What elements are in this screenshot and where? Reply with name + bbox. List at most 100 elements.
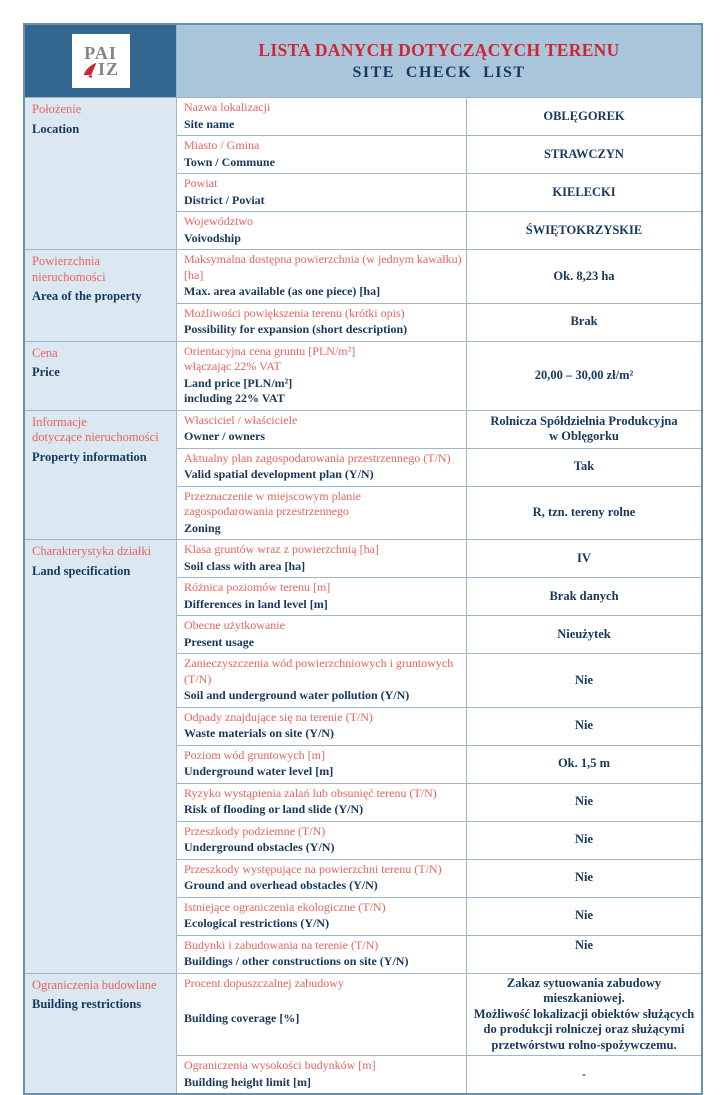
question-cell: Możliwości powiększenia terenu (krótki o…: [177, 303, 467, 341]
table-row: Możliwości powiększenia terenu (krótki o…: [177, 302, 701, 341]
question-pl: Aktualny plan zagospodarowania przestrze…: [184, 450, 451, 465]
question-en: Building height limit [m]: [184, 1074, 312, 1089]
question-pl: Istniejące ograniczenia ekologiczne (T/N…: [184, 899, 386, 914]
category-label-en: Land specification: [32, 563, 131, 578]
section-land-specification: Charakterystyka działki Land specificati…: [25, 539, 701, 973]
category-cell: Położenie Location: [25, 98, 177, 249]
category-cell: Ograniczenia budowlane Building restrict…: [25, 973, 177, 1093]
answer-value: Nie: [467, 859, 701, 897]
question-cell: Maksymalna dostępna powierzchnia (w jedn…: [177, 250, 467, 303]
answer-value: -: [467, 1056, 701, 1093]
table-row: Budynki i zabudowania na terenie (T/N) B…: [177, 934, 701, 973]
question-cell: Różnica poziomów terenu [m] Differences …: [177, 578, 467, 615]
table-row: Obecne użytkowanie Present usage Nieużyt…: [177, 615, 701, 653]
question-cell: Zanieczyszczenia wód powierzchniowych i …: [177, 654, 467, 707]
question-en: Town / Commune: [184, 154, 275, 169]
question-pl: Przeznaczenie w miejscowym planie zagosp…: [184, 488, 361, 519]
question-cell: Ryzyko wystąpienia zalań lub obsunięć te…: [177, 783, 467, 821]
question-pl: Procent dopuszczalnej zabudowy: [184, 975, 344, 990]
question-cell: Budynki i zabudowania na terenie (T/N) B…: [177, 935, 467, 973]
table-row: Istniejące ograniczenia ekologiczne (T/N…: [177, 896, 701, 935]
category-label-en: Property information: [32, 449, 147, 464]
document-page: { "header": { "logo": { "line1": "PAI", …: [23, 23, 703, 1095]
question-en: Buildings / other constructions on site …: [184, 954, 409, 968]
answer-value: 20,00 – 30,00 zł/m²: [467, 341, 701, 410]
logo-text-iz: IZ: [97, 59, 119, 79]
question-pl: Poziom wód gruntowych [m]: [184, 747, 325, 762]
logo-swoosh-icon: [83, 62, 97, 78]
section-building-restrictions: Ograniczenia budowlane Building restrict…: [25, 972, 701, 1093]
question-en: Underground water level [m]: [184, 764, 334, 778]
answer-value: Nie: [467, 935, 701, 973]
table-row: Orientacyjna cena gruntu [PLN/m²] włącza…: [177, 341, 701, 410]
category-cell: Informacje dotyczące nieruchomości Prope…: [25, 410, 177, 539]
answer-value: Nie: [467, 654, 701, 707]
category-label-pl: Położenie: [32, 102, 82, 116]
table-row: Zanieczyszczenia wód powierzchniowych i …: [177, 653, 701, 707]
question-cell: Przeszkody podziemne (T/N) Underground o…: [177, 821, 467, 859]
category-label-pl: Informacje dotyczące nieruchomości: [32, 414, 159, 445]
question-cell: Procent dopuszczalnej zabudowy Building …: [177, 973, 467, 1055]
table-row: Przeszkody występujące na powierzchni te…: [177, 858, 701, 897]
category-label-en: Building restrictions: [32, 997, 142, 1011]
question-pl: Ograniczenia wysokości budynków [m]: [184, 1058, 376, 1072]
answer-value: IV: [467, 540, 701, 577]
question-pl: Maksymalna dostępna powierzchnia (w jedn…: [184, 252, 462, 282]
answer-value: Nie: [467, 897, 701, 935]
table-row: Odpady znajdujące się na terenie (T/N) W…: [177, 706, 701, 745]
answer-value: Nie: [467, 783, 701, 821]
table-row: Ryzyko wystąpienia zalań lub obsunięć te…: [177, 782, 701, 821]
answer-value: Nieużytek: [467, 616, 701, 653]
question-en: Voivodship: [184, 230, 241, 245]
question-en: Soil class with area [ha]: [184, 558, 306, 573]
question-pl: Powiat: [184, 176, 218, 190]
answer-value: Brak danych: [467, 578, 701, 615]
question-en: Land price [PLN/m²] including 22% VAT: [184, 375, 293, 406]
table-row: Przeznaczenie w miejscowym planie zagosp…: [177, 485, 701, 539]
question-en: Site name: [184, 116, 235, 131]
question-cell: Przeszkody występujące na powierzchni te…: [177, 859, 467, 897]
category-label-pl: Cena: [32, 345, 58, 360]
answer-value: ŚWIĘTOKRZYSKIE: [467, 212, 701, 249]
question-pl: Zanieczyszczenia wód powierzchniowych i …: [184, 656, 454, 686]
question-cell: Poziom wód gruntowych [m] Underground wa…: [177, 745, 467, 783]
question-en: Soil and underground water pollution (Y/…: [184, 688, 410, 702]
category-cell: Cena Price: [25, 341, 177, 410]
question-cell: Nazwa lokalizacji Site name: [177, 98, 467, 135]
category-label-en: Price: [32, 365, 60, 379]
question-pl: Przeszkody podziemne (T/N): [184, 823, 326, 838]
question-en: Differences in land level [m]: [184, 596, 328, 611]
question-cell: Przeznaczenie w miejscowym planie zagosp…: [177, 486, 467, 539]
answer-value: Nie: [467, 821, 701, 859]
answer-value: Nie: [467, 707, 701, 745]
question-en: Max. area available (as one piece) [ha]: [184, 284, 381, 298]
question-en: Present usage: [184, 634, 255, 649]
question-cell: Odpady znajdujące się na terenie (T/N) W…: [177, 707, 467, 745]
table-row: Poziom wód gruntowych [m] Underground wa…: [177, 744, 701, 783]
answer-value: OBLĘGOREK: [467, 98, 701, 135]
question-cell: Klasa gruntów wraz z powierzchnią [ha] S…: [177, 540, 467, 577]
question-pl: Nazwa lokalizacji: [184, 100, 271, 114]
answer-value: Rolnicza Spółdzielnia Produkcyjna w Oblę…: [467, 410, 701, 448]
table-row: Powiat District / Poviat KIELECKI: [177, 173, 701, 211]
answer-value: Brak: [467, 303, 701, 341]
category-cell: Powierzchnia nieruchomości Area of the p…: [25, 250, 177, 341]
question-pl: Różnica poziomów terenu [m]: [184, 580, 331, 594]
question-cell: Własciciel / właściciele Owner / owners: [177, 410, 467, 448]
logo-text-pai: PAI: [84, 43, 117, 63]
section-property-information: Informacje dotyczące nieruchomości Prope…: [25, 409, 701, 539]
table-row: Klasa gruntów wraz z powierzchnią [ha] S…: [177, 540, 701, 577]
question-pl: Przeszkody występujące na powierzchni te…: [184, 861, 442, 876]
question-en: Ecological restrictions (Y/N): [184, 916, 330, 930]
table-row: Aktualny plan zagospodarowania przestrze…: [177, 447, 701, 486]
table-row: Województwo Voivodship ŚWIĘTOKRZYSKIE: [177, 211, 701, 249]
answer-value: KIELECKI: [467, 174, 701, 211]
table-row: Ograniczenia wysokości budynków [m] Buil…: [177, 1055, 701, 1093]
table-header: PAI IZ LISTA DANYCH DOTYCZĄCYCH TERENU S…: [25, 25, 701, 97]
question-en: Valid spatial development plan (Y/N): [184, 467, 374, 481]
question-en: Waste materials on site (Y/N): [184, 726, 334, 740]
question-en: District / Poviat: [184, 192, 265, 207]
question-pl: Województwo: [184, 214, 254, 228]
question-pl: Orientacyjna cena gruntu [PLN/m²] włącza…: [184, 343, 356, 374]
table-row: Przeszkody podziemne (T/N) Underground o…: [177, 820, 701, 859]
